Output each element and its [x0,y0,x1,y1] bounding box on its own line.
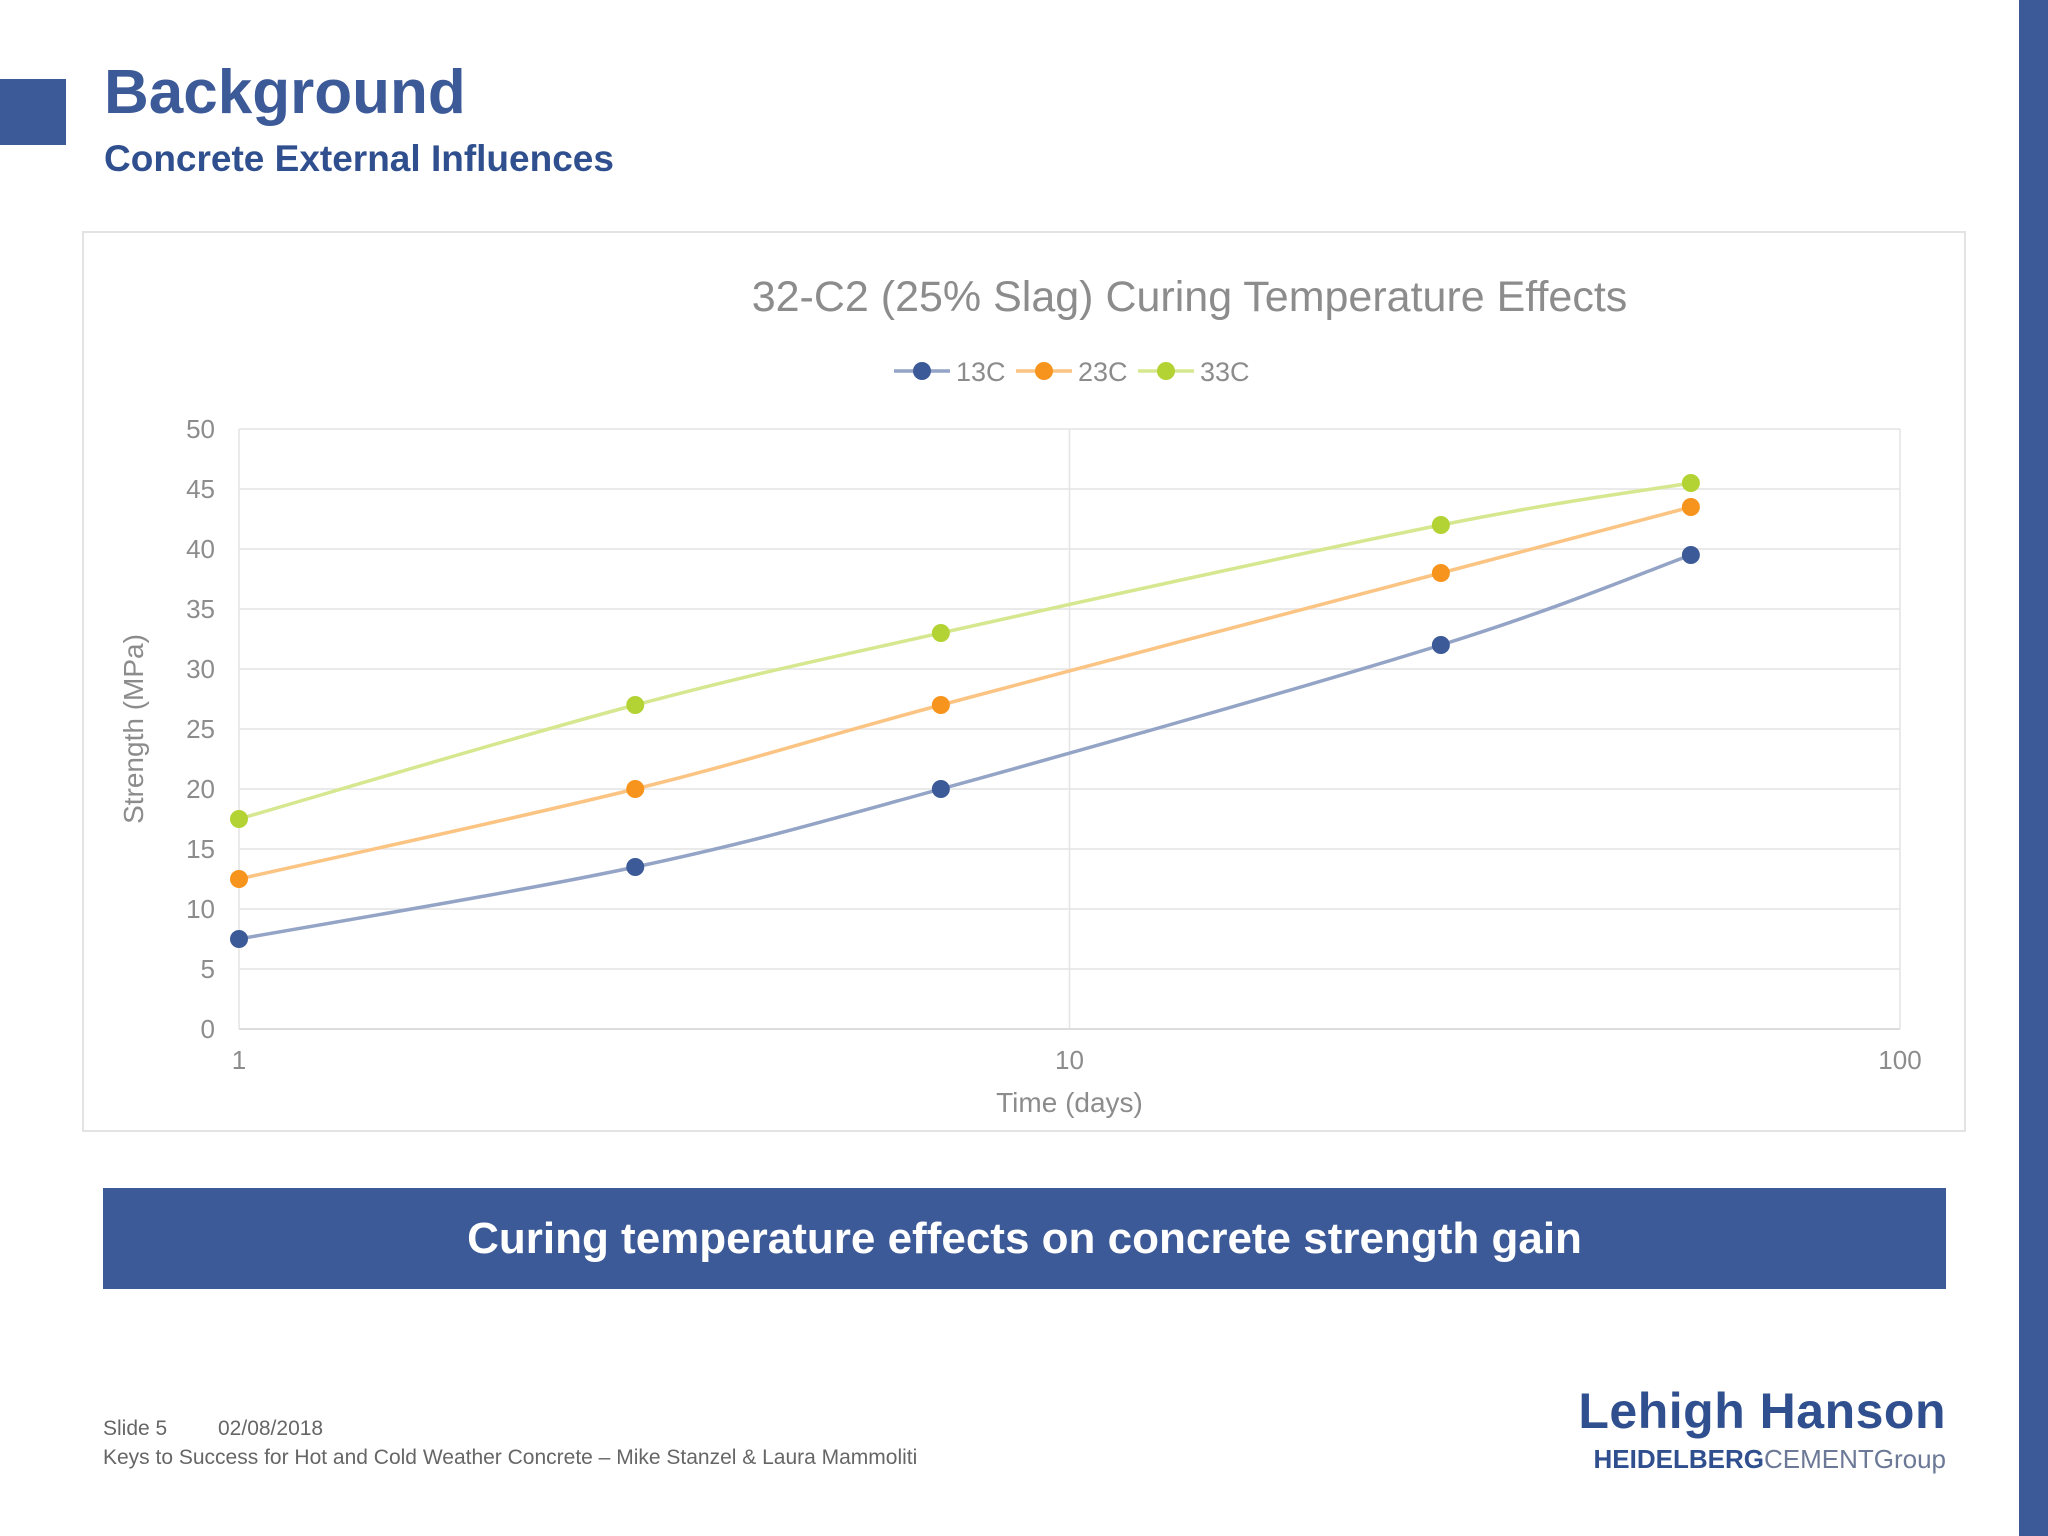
accent-block [0,79,66,145]
data-point-13C [1431,636,1450,654]
legend-marker-23C [1035,362,1053,380]
data-point-23C [230,870,248,888]
company-logo: Lehigh Hanson [1578,1383,1946,1439]
data-point-13C [230,930,248,948]
footer-slide-number: Slide 5 [103,1417,168,1440]
legend-marker-33C [1157,362,1175,380]
series-line-13C [238,553,1692,941]
caption-banner: Curing temperature effects on concrete s… [103,1188,1946,1289]
slide-title: Background [104,58,466,127]
series-line-23C [238,505,1692,881]
x-tick-label: 100 [1878,1045,1921,1075]
y-tick-label: 10 [186,894,215,924]
series-line-33C [238,481,1692,821]
data-point-33C [931,624,950,642]
data-point-23C [1681,498,1700,516]
slide-subtitle: Concrete External Influences [104,138,614,179]
y-tick-label: 15 [186,834,215,864]
x-tick-label: 10 [1055,1045,1084,1075]
data-point-33C [230,810,248,828]
data-point-23C [1431,564,1450,582]
y-tick-label: 40 [186,534,215,564]
data-point-23C [931,696,950,714]
legend-label-33C: 33C [1200,357,1250,387]
data-point-13C [931,780,950,798]
data-point-33C [626,696,645,714]
footer-description: Keys to Success for Hot and Cold Weather… [103,1446,918,1469]
data-point-33C [1681,474,1700,492]
legend-label-23C: 23C [1078,357,1128,387]
x-axis-label: Time (days) [996,1087,1143,1118]
y-tick-label: 5 [201,954,215,984]
x-tick-label: 1 [232,1045,246,1075]
y-tick-label: 0 [201,1014,215,1044]
y-tick-label: 20 [186,774,215,804]
group-logo-cement: CEMENT [1763,1444,1874,1474]
right-edge-stripe [2019,0,2048,1536]
banner-text: Curing temperature effects on concrete s… [467,1213,1582,1263]
y-tick-label: 35 [186,594,215,624]
group-logo-suffix: Group [1873,1444,1946,1474]
y-tick-label: 25 [186,714,215,744]
group-logo: HEIDELBERGCEMENTGroup [1593,1446,1946,1472]
data-point-23C [626,780,645,798]
chart-frame: 0 5 10 15 20 25 30 35 40 45 50 1 10 100 32-C2 (25% Sla… [82,231,1966,1132]
chart-title: 32-C2 (25% Slag) Curing Temperature Effe… [752,273,1628,321]
data-point-33C [1431,516,1450,534]
legend-marker-13C [913,362,931,380]
data-point-13C [626,858,645,876]
y-tick-label: 45 [186,474,215,504]
legend-label-13C: 13C [956,357,1006,387]
y-tick-label: 30 [186,654,215,684]
y-axis-label: Strength (MPa) [118,634,149,824]
data-point-13C [1681,546,1700,564]
strength-chart: 0 5 10 15 20 25 30 35 40 45 50 1 10 100 32-C2 (25% Sla… [118,273,1922,1118]
footer-date: 02/08/2018 [218,1417,324,1440]
group-logo-bold: HEIDELBERG [1593,1444,1764,1474]
y-tick-label: 50 [186,414,215,444]
